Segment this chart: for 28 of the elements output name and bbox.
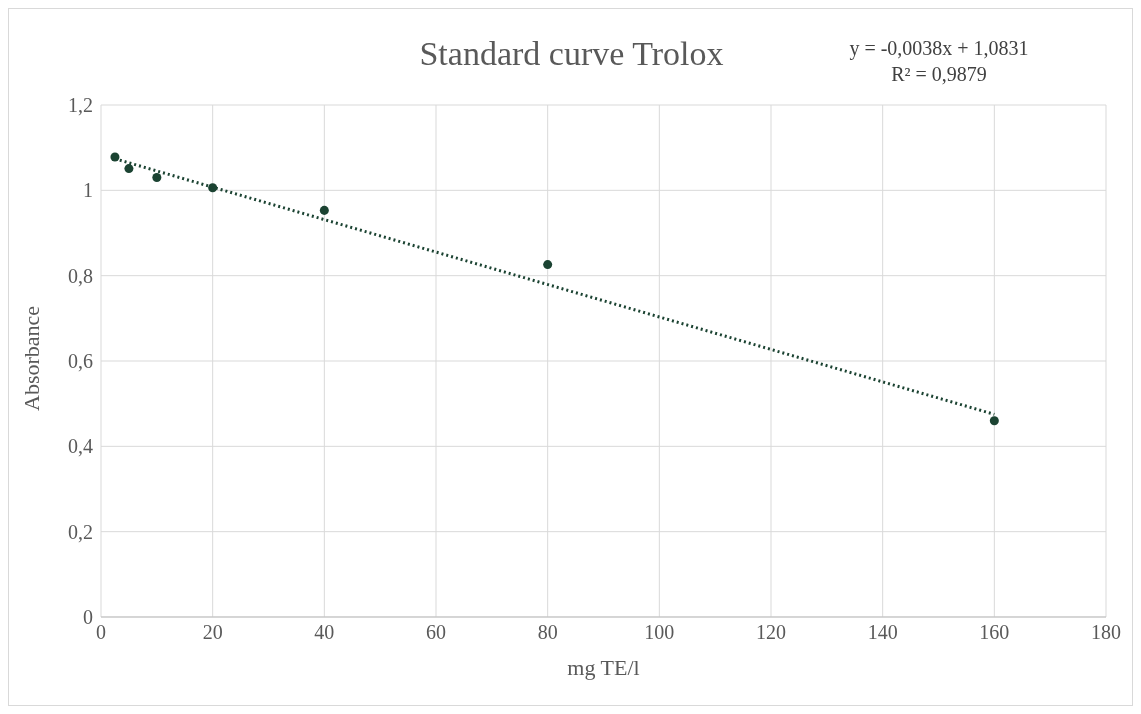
x-tick-label: 60 (426, 621, 446, 644)
y-tick-label: 0 (83, 606, 93, 629)
x-tick-label: 120 (756, 621, 786, 644)
point (543, 260, 553, 270)
x-tick-label: 180 (1091, 621, 1121, 644)
chart-title: Standard curve Trolox (419, 35, 724, 72)
x-tick-label: 80 (537, 621, 558, 644)
point (124, 164, 134, 174)
y-tick-label: 1 (83, 179, 93, 202)
x-tick-label: 100 (644, 621, 675, 644)
point (208, 183, 218, 193)
x-axis-title: mg TE/l (567, 655, 640, 680)
x-tick-label: 20 (202, 621, 223, 644)
point (319, 205, 329, 215)
point (152, 173, 162, 183)
x-tick-label: 140 (867, 621, 898, 644)
text: R² = 0,9879 (890, 62, 988, 87)
text: y = -0,0038x + 1,0831 (848, 36, 1030, 61)
y-axis-title: Absorbance (18, 305, 44, 411)
x-tick-label: 40 (314, 621, 335, 644)
y-tick-label: 0,6 (68, 350, 93, 373)
x-tick-label: 160 (979, 621, 1010, 644)
y-tick-label: 0,8 (68, 264, 93, 287)
y-tick-label: 0,2 (68, 520, 93, 543)
y-tick-label: 0,4 (68, 435, 93, 458)
point (989, 416, 999, 426)
y-tick-label: 1,2 (68, 94, 93, 117)
point (110, 152, 120, 162)
